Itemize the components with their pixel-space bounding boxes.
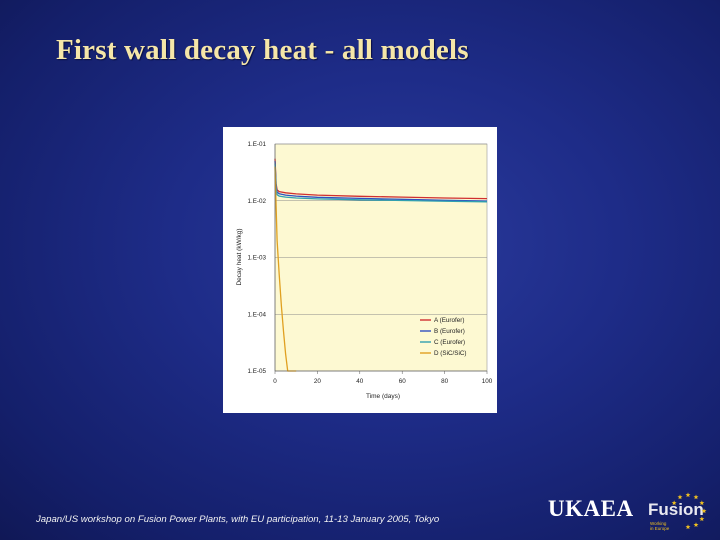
y-tick-label: 1.E-03 — [247, 255, 266, 262]
ukaea-fusion-logo: UKAEA Fusion Working in Europe — [548, 490, 716, 536]
x-tick-label: 0 — [273, 378, 277, 385]
star-icon — [699, 516, 705, 522]
chart-svg: 1.E-05 1.E-04 1.E-03 1.E-02 1.E-01 0 20 40 60 80 1… — [236, 141, 493, 400]
y-tick-label: 1.E-01 — [247, 141, 266, 148]
star-icon — [685, 492, 691, 498]
y-tick-label: 1.E-05 — [247, 368, 266, 375]
slide-title: First wall decay heat - all models — [56, 34, 469, 66]
logo-sub-line1: Working — [650, 521, 667, 526]
y-tick-label: 1.E-04 — [247, 311, 266, 318]
legend-label: A (Eurofer) — [434, 317, 464, 324]
x-tick-label: 60 — [399, 378, 407, 385]
star-icon — [685, 524, 691, 530]
x-tick-label: 100 — [482, 378, 493, 385]
star-icon — [699, 500, 705, 506]
logo-org-text: UKAEA — [548, 496, 634, 521]
eu-stars-icon — [671, 492, 707, 530]
x-axis-label: Time (days) — [366, 393, 400, 400]
legend-label: D (SiC/SiC) — [434, 350, 467, 357]
decay-heat-chart: 1.E-05 1.E-04 1.E-03 1.E-02 1.E-01 0 20 40 60 80 1… — [223, 127, 497, 413]
star-icon — [693, 522, 699, 527]
footer-text: Japan/US workshop on Fusion Power Plants… — [36, 514, 440, 525]
y-axis-label: Decay heat (kW/kg) — [236, 228, 243, 285]
x-tick-label: 80 — [441, 378, 449, 385]
x-tick-label: 40 — [356, 378, 364, 385]
y-tick-label: 1.E-02 — [247, 198, 266, 205]
star-icon — [701, 508, 707, 514]
star-icon — [671, 500, 677, 506]
star-icon — [677, 494, 683, 500]
logo-subtitle: Working in Europe — [650, 521, 669, 531]
logo-sub-line2: in Europe — [650, 526, 670, 531]
star-icon — [693, 494, 699, 500]
legend-label: C (Eurofer) — [434, 339, 465, 346]
logo-fusion-text: Fusion — [648, 500, 704, 519]
x-tick-label: 20 — [314, 378, 322, 385]
legend-label: B (Eurofer) — [434, 328, 465, 335]
series-line-c — [274, 163, 488, 203]
